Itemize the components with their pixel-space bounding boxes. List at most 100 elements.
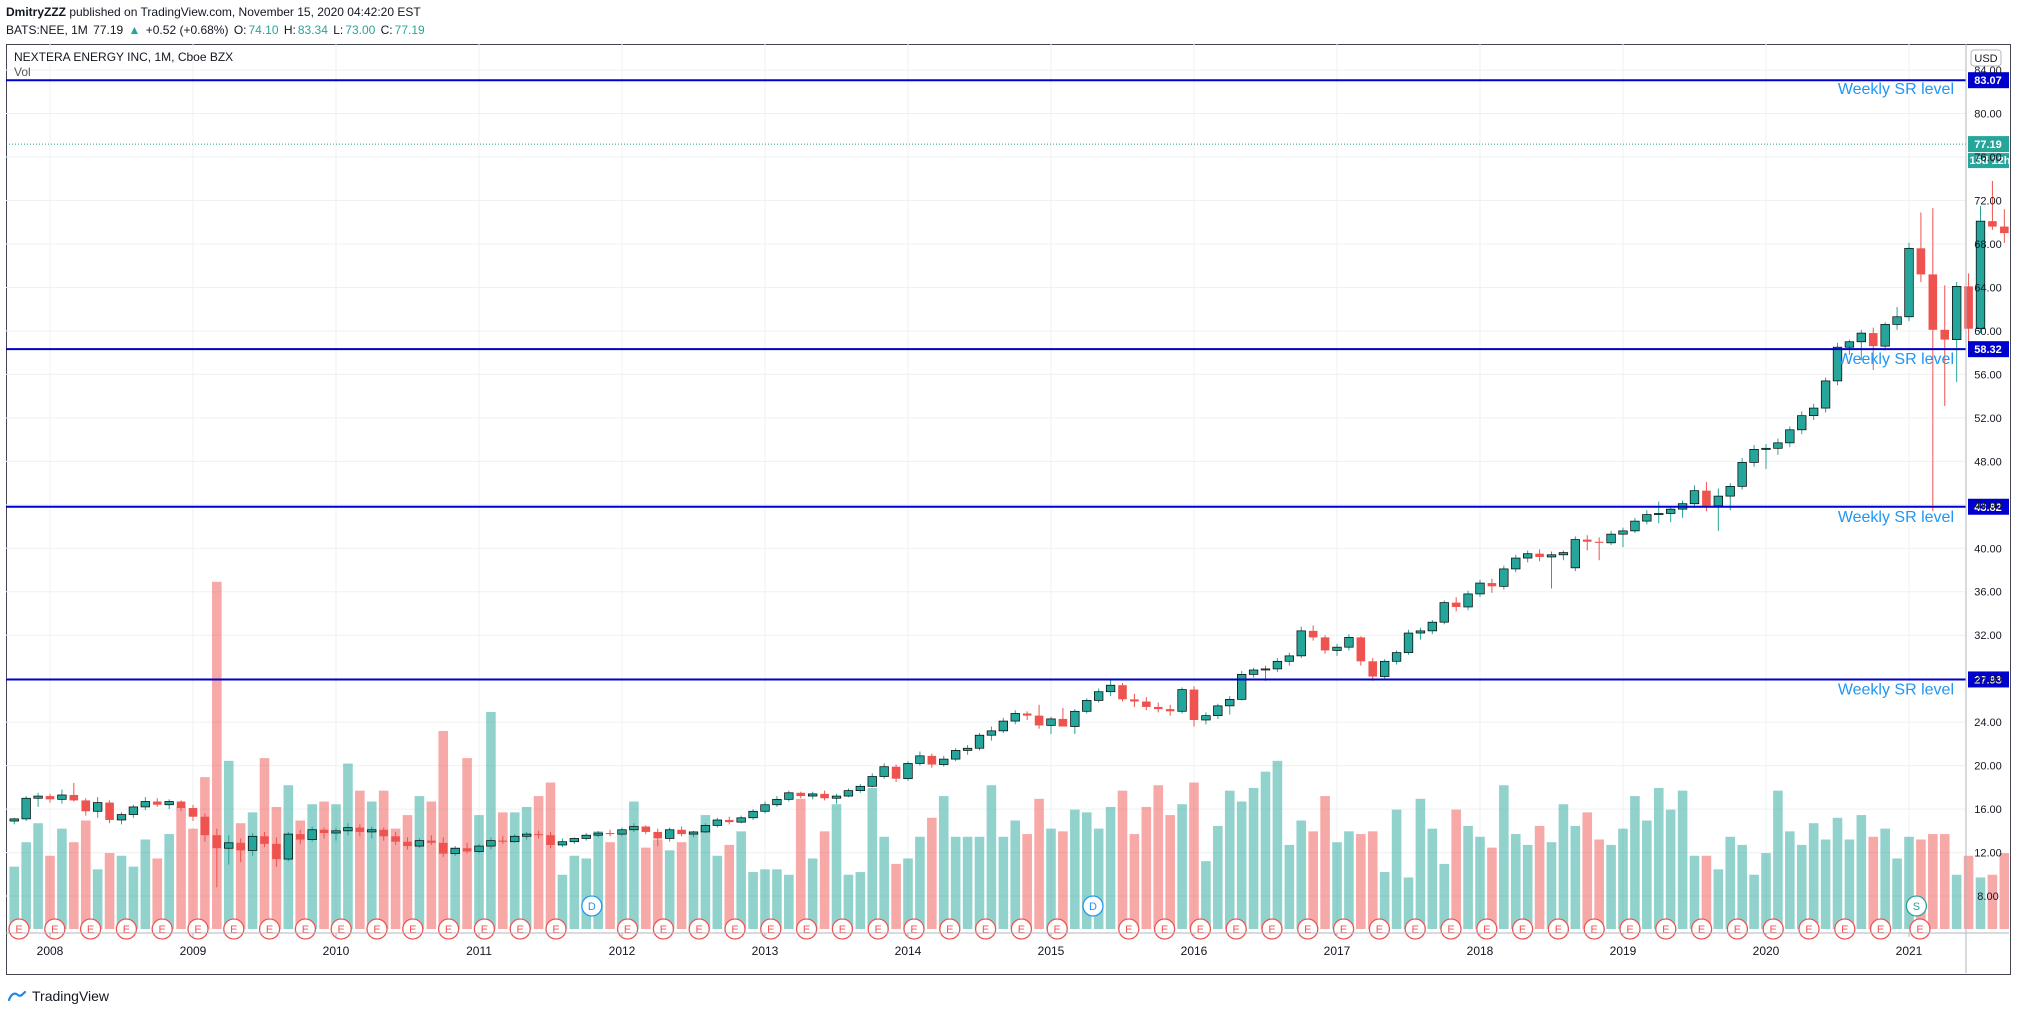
event-marker-e[interactable]: E xyxy=(437,918,460,940)
event-marker-e[interactable]: E xyxy=(1583,918,1605,940)
event-marker-e[interactable]: E xyxy=(1404,918,1426,940)
event-marker-e[interactable]: E xyxy=(1547,918,1570,940)
event-marker-e[interactable]: E xyxy=(1440,918,1462,940)
event-markers[interactable]: E E E E E E E E E E E E E E E E D E E E E E E E E E E E E E D E E E E E E E E E… xyxy=(8,895,1931,940)
event-marker-e[interactable]: E xyxy=(1261,918,1283,940)
event-marker-e[interactable]: E xyxy=(1046,918,1068,940)
event-marker-e[interactable]: E xyxy=(473,918,496,940)
currency-button[interactable]: USD xyxy=(1970,49,2002,67)
event-marker-e[interactable]: E xyxy=(616,918,639,940)
candle-body xyxy=(1320,637,1330,651)
event-marker-e[interactable]: E xyxy=(223,918,245,940)
event-marker-d[interactable]: D xyxy=(1082,895,1104,917)
event-marker-d[interactable]: D xyxy=(581,895,603,917)
event-marker-e[interactable]: E xyxy=(1153,918,1176,940)
event-marker-e[interactable]: E xyxy=(724,918,746,940)
event-marker-e[interactable]: E xyxy=(151,918,173,940)
event-marker-e[interactable]: E xyxy=(1690,918,1713,940)
event-marker-e[interactable]: E xyxy=(1726,918,1749,940)
svg-text:E: E xyxy=(159,924,166,936)
event-marker-e[interactable]: E xyxy=(115,918,138,940)
event-marker-e[interactable]: E xyxy=(1476,918,1498,940)
candle-body xyxy=(1142,701,1151,707)
event-marker-e[interactable]: E xyxy=(545,918,567,940)
event-marker-e[interactable]: E xyxy=(795,918,818,940)
event-marker-e[interactable]: E xyxy=(1909,918,1931,940)
volume-bar xyxy=(1534,825,1545,929)
svg-text:E: E xyxy=(481,924,488,936)
event-marker-e[interactable]: E xyxy=(294,918,317,940)
volume-bar xyxy=(903,858,913,929)
event-marker-e[interactable]: E xyxy=(652,918,675,940)
volume-bar xyxy=(45,855,55,929)
candle-body xyxy=(1630,520,1640,532)
event-marker-e[interactable]: E xyxy=(1655,918,1677,940)
candle-body xyxy=(605,833,615,835)
volume-bar xyxy=(1415,798,1426,929)
candle-body xyxy=(510,835,520,843)
x-tick-label: 2016 xyxy=(1181,944,1208,958)
y-tick-label: 36.00 xyxy=(1974,587,2002,599)
event-marker-e[interactable]: E xyxy=(79,918,102,940)
candle-body xyxy=(1272,660,1283,670)
candle-body xyxy=(1165,709,1175,712)
y-tick-label: 80.00 xyxy=(1974,109,2002,121)
event-marker-e[interactable]: E xyxy=(1189,918,1212,940)
candle-body xyxy=(1689,490,1700,505)
candle-body xyxy=(1427,621,1437,632)
volume-bar xyxy=(760,869,770,929)
event-marker-e[interactable]: E xyxy=(1225,918,1247,940)
event-marker-e[interactable]: E xyxy=(1010,918,1033,940)
event-marker-e[interactable]: E xyxy=(939,918,961,940)
footer-brand[interactable]: TradingView xyxy=(8,988,109,1004)
event-marker-e[interactable]: E xyxy=(8,918,30,940)
svg-text:E: E xyxy=(230,924,237,936)
event-marker-e[interactable]: E xyxy=(760,918,782,940)
x-tick-label: 2013 xyxy=(752,944,779,958)
event-marker-e[interactable]: E xyxy=(44,918,66,940)
chart-frame xyxy=(6,44,2011,975)
event-marker-e[interactable]: E xyxy=(187,918,209,940)
event-marker-e[interactable]: E xyxy=(330,918,352,940)
event-marker-e[interactable]: E xyxy=(258,918,281,940)
x-tick-label: 2009 xyxy=(180,944,207,958)
candle-body xyxy=(677,829,686,835)
event-marker-e[interactable]: E xyxy=(366,918,388,940)
volume-bar xyxy=(533,796,544,929)
event-marker-e[interactable]: E xyxy=(1798,918,1820,940)
event-marker-s[interactable]: S xyxy=(1905,895,1928,917)
price-axis[interactable]: 8.00 12.00 16.00 20.00 24.00 28.00 32.00 36.00 4… xyxy=(1965,44,2002,973)
event-marker-e[interactable]: E xyxy=(402,918,424,940)
sr-label: Weekly SR level xyxy=(1838,509,1954,526)
svg-text:E: E xyxy=(1054,924,1061,936)
event-marker-e[interactable]: E xyxy=(1762,918,1784,940)
event-marker-e[interactable]: E xyxy=(509,918,531,940)
event-marker-e[interactable]: E xyxy=(1511,918,1534,940)
event-marker-e[interactable]: E xyxy=(1297,918,1319,940)
event-marker-e[interactable]: E xyxy=(831,918,854,940)
volume-bar xyxy=(116,855,127,929)
event-marker-e[interactable]: E xyxy=(1619,918,1641,940)
candle-body xyxy=(808,793,818,797)
price-chart[interactable]: Weekly SR level 83.07 Weekly SR level 58.32… xyxy=(6,44,2009,973)
time-axis[interactable]: 2008 2009 2010 2011 2012 2013 2014 2015 2016 2017… xyxy=(6,932,2009,958)
svg-text:E: E xyxy=(445,924,452,936)
event-marker-e[interactable]: E xyxy=(1834,918,1856,940)
candle-body xyxy=(1475,582,1485,595)
event-marker-e[interactable]: E xyxy=(1332,918,1355,940)
candle-body xyxy=(272,843,281,860)
event-marker-e[interactable]: E xyxy=(974,918,997,940)
candle-body xyxy=(927,755,937,765)
event-marker-e[interactable]: E xyxy=(1869,918,1892,940)
candle-body xyxy=(784,792,794,800)
event-marker-e[interactable]: E xyxy=(1368,918,1391,940)
candle-body xyxy=(224,842,234,849)
event-marker-e[interactable]: E xyxy=(688,918,710,940)
event-marker-e[interactable]: E xyxy=(903,918,925,940)
event-marker-e[interactable]: E xyxy=(867,918,889,940)
event-marker-e[interactable]: E xyxy=(1118,918,1140,940)
candle-body xyxy=(152,801,162,805)
volume-bar xyxy=(1499,785,1509,929)
author-name[interactable]: DmitryZZZ xyxy=(6,5,66,19)
svg-text:E: E xyxy=(1519,924,1526,936)
